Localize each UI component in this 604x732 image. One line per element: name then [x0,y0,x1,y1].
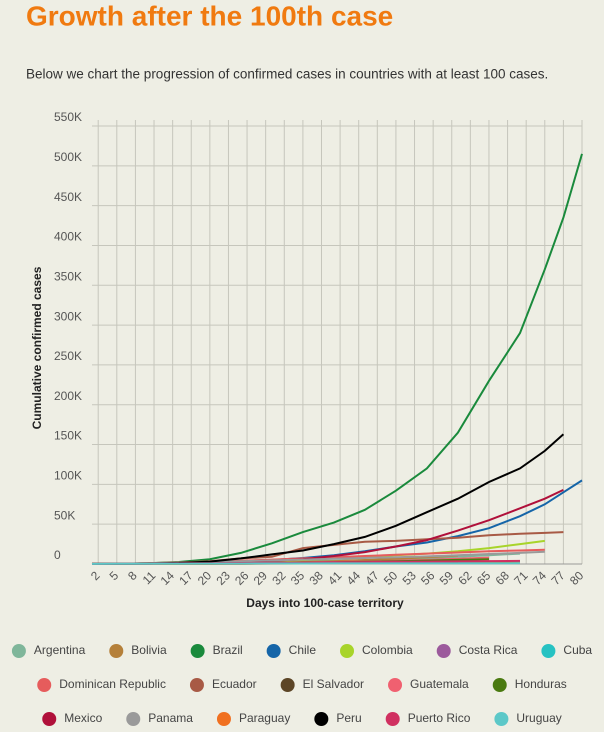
legend-label: Guatemala [410,677,469,691]
x-tick-label: 20 [195,568,215,588]
x-tick-label: 26 [232,568,252,588]
series-line [91,433,565,565]
y-tick-label: 250K [54,349,82,363]
legend-marker [190,644,205,658]
y-tick-label: 500K [54,150,82,164]
legend-marker [109,644,124,658]
x-tick-label: 35 [288,568,308,588]
y-tick-label: 550K [54,110,82,124]
legend-marker [189,678,204,692]
legend-label: Bolivia [131,643,167,657]
legend-label: Cuba [563,643,592,657]
legend-marker [492,678,507,692]
y-tick-label: 300K [54,309,82,323]
y-tick-label: 350K [54,269,82,283]
legend-label: Chile [289,643,317,657]
x-tick-label: 65 [474,568,494,588]
x-tick-label: 32 [269,568,289,588]
legend-marker [11,644,26,658]
x-tick-label: 50 [381,568,401,588]
chart-subtitle: Below we chart the progression of confir… [26,67,548,82]
legend-label: Ecuador [212,677,257,691]
chart-title: Growth after the 100th case [26,0,393,31]
x-tick-label: 38 [307,568,327,588]
x-tick-label: 62 [455,568,475,588]
x-tick-label: 14 [158,568,178,588]
legend-marker [216,712,231,726]
legend-label: El Salvador [303,677,364,691]
y-axis-title: Cumulative confirmed cases [30,266,44,429]
legend-label: Peru [336,711,361,725]
legend-label: Panama [148,711,193,725]
x-tick-label: 29 [251,568,271,588]
legend-marker [385,712,400,726]
x-tick-label: 68 [493,568,513,588]
legend-label: Uruguay [516,711,561,725]
x-tick-label: 23 [213,568,233,588]
legend-marker [340,644,355,658]
legend-label: Honduras [515,677,567,691]
y-tick-label: 150K [54,429,82,443]
y-tick-label: 100K [54,469,82,483]
x-tick-label: 44 [344,568,364,588]
x-tick-label: 8 [125,568,140,583]
x-tick-label: 74 [530,568,550,588]
legend-marker [280,678,295,692]
x-axis-title: Days into 100-case territory [246,596,404,610]
legend-label: Paraguay [239,711,290,725]
x-tick-label: 53 [400,568,420,588]
legend-label: Costa Rica [459,643,518,657]
legend-label: Brazil [213,643,243,657]
legend-marker [388,678,403,692]
series-line [91,562,521,565]
legend-marker [42,712,57,726]
y-tick-label: 450K [54,190,82,204]
legend-label: Colombia [362,643,413,657]
x-tick-label: 41 [325,568,345,588]
legend-marker [266,644,281,658]
y-tick-label: 0 [54,548,61,562]
legend-marker [126,712,141,726]
legend-marker [314,712,329,726]
series-line [91,153,583,565]
legend-marker [37,678,52,692]
legend-marker [494,712,509,726]
legend-label: Mexico [64,711,102,725]
legend-label: Dominican Republic [59,677,166,691]
x-tick-label: 80 [567,568,587,588]
y-tick-label: 200K [54,389,82,403]
x-tick-label: 2 [88,568,103,583]
x-tick-label: 47 [362,568,382,588]
y-tick-label: 400K [54,230,82,244]
x-tick-label: 77 [548,568,568,588]
legend-label: Puerto Rico [408,711,471,725]
x-tick-label: 56 [418,568,438,588]
x-tick-label: 17 [176,568,196,588]
x-tick-label: 59 [437,568,457,588]
y-tick-label: 50K [54,508,75,522]
legend-marker [436,644,451,658]
x-tick-label: 5 [107,568,122,583]
x-tick-label: 71 [511,568,531,588]
legend-label: Argentina [34,643,86,657]
legend-marker [541,644,556,658]
x-tick-label: 11 [140,568,159,587]
